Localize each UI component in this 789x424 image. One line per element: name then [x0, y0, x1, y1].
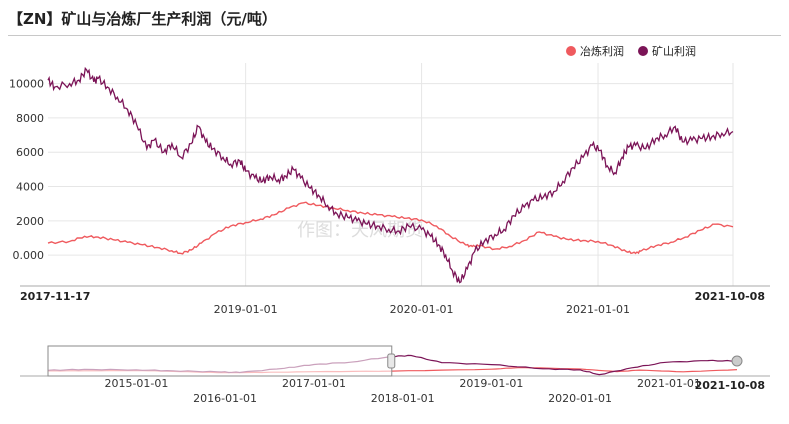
chart-title: 【ZN】矿山与冶炼厂生产利润（元/吨） [8, 10, 277, 28]
navigator-tick-label: 2015-01-01 [104, 377, 168, 390]
navigator-end-label: 2021-10-08 [695, 379, 765, 392]
legend-dot-smelter [566, 46, 576, 56]
x-end-label: 2021-10-08 [695, 290, 765, 303]
series-line-mine [47, 66, 734, 284]
navigator-tick-label: 2019-01-01 [459, 377, 523, 390]
legend-label-smelter: 冶炼利润 [580, 45, 624, 58]
x-start-label: 2017-11-17 [20, 290, 90, 303]
y-tick-label: 4000 [16, 181, 44, 194]
legend-item-mine[interactable]: 矿山利润 [638, 43, 696, 59]
navigator-unselected-mask [47, 345, 393, 377]
legend-dot-mine [638, 46, 648, 56]
legend-item-smelter[interactable]: 冶炼利润 [566, 43, 624, 59]
navigator-left-handle[interactable] [387, 353, 396, 369]
x-tick-label: 2020-01-01 [390, 303, 454, 316]
series-line-smelter [47, 201, 734, 255]
y-tick-label: 0.000 [13, 249, 45, 262]
navigator-tick-label: 2020-01-01 [548, 392, 612, 405]
y-tick-label: 6000 [16, 146, 44, 159]
x-tick-label: 2021-01-01 [566, 303, 630, 316]
legend-label-mine: 矿山利润 [652, 45, 696, 58]
y-tick-label: 2000 [16, 215, 44, 228]
navigator-tick-label: 2021-01-01 [637, 377, 701, 390]
navigator-tick-label: 2018-01-01 [371, 392, 435, 405]
navigator-tick-label: 2016-01-01 [193, 392, 257, 405]
legend: 冶炼利润 矿山利润 [566, 43, 696, 59]
x-tick-label: 2019-01-01 [214, 303, 278, 316]
y-tick-label: 10000 [9, 78, 44, 91]
title-divider [8, 35, 781, 36]
watermark: 作图：天风期货 [297, 220, 423, 241]
navigator-tick-label: 2017-01-01 [282, 377, 346, 390]
y-tick-label: 8000 [16, 112, 44, 125]
navigator-right-handle[interactable] [731, 355, 743, 367]
